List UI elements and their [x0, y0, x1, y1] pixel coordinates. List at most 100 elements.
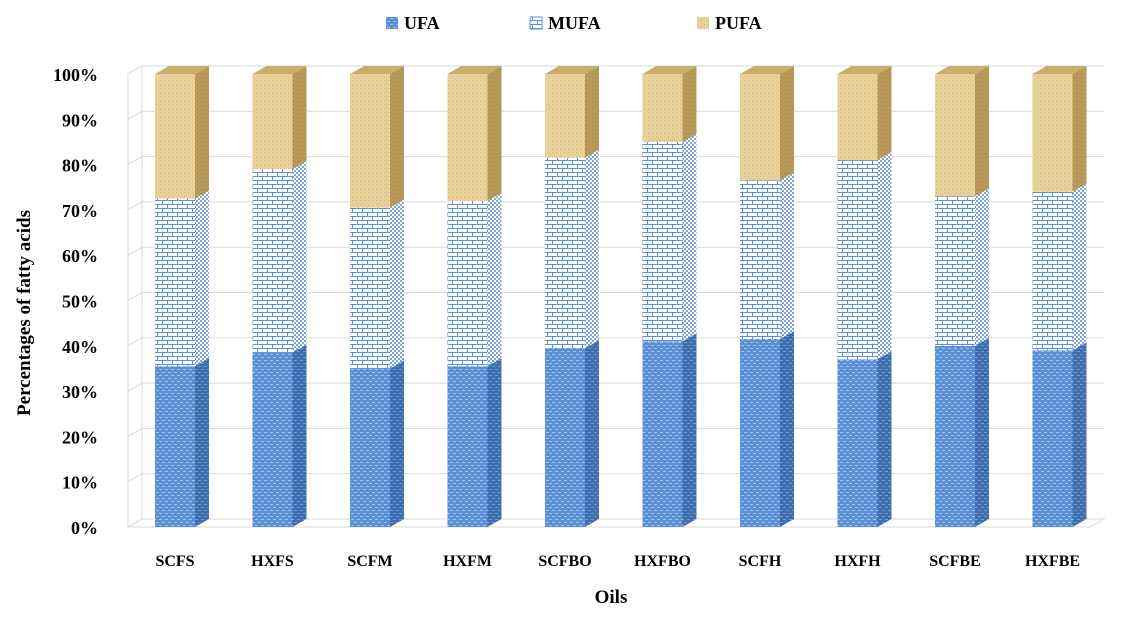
bar-ufa-scfs [155, 358, 209, 527]
bar-ufa-hxfbe [1032, 342, 1087, 527]
bar-ufa-scfh [740, 331, 794, 527]
bar-front-pufa [642, 74, 683, 142]
bar-side-ufa [195, 358, 209, 527]
bar-top-pufa [642, 66, 697, 74]
bar-front-mufa [350, 207, 390, 369]
bar-side-ufa [780, 331, 794, 527]
bar-pufa-hxfm [447, 66, 502, 201]
x-tick-label: HXFBO [634, 553, 691, 570]
bar-front-mufa [935, 196, 975, 346]
bar-front-mufa [642, 141, 683, 342]
bar-ufa-hxfm [447, 358, 502, 527]
bar-side-pufa [195, 66, 209, 199]
bar-ufa-hxfh [837, 351, 892, 527]
legend-swatch-mufa [529, 16, 543, 30]
bar-ufa-scfbo [545, 340, 599, 527]
x-tick-label: SCFH [739, 553, 782, 570]
bar-front-ufa [545, 348, 585, 527]
bar-mufa-scfm [350, 199, 404, 369]
bar-side-pufa [780, 66, 794, 181]
gridline-side [127, 65, 143, 75]
bar-front-pufa [252, 74, 293, 170]
y-tick-label: 30% [62, 382, 98, 402]
bar-pufa-scfbo [545, 66, 599, 158]
bar-side-ufa [1072, 342, 1087, 527]
bar-mufa-scfs [155, 190, 209, 367]
bar-side-mufa [487, 192, 502, 367]
bar-front-mufa [447, 200, 488, 367]
bar-mufa-hxfh [837, 152, 892, 360]
x-tick-label: SCFBE [929, 553, 981, 570]
legend-swatch-ufa [386, 17, 398, 29]
bar-side-pufa [877, 66, 892, 161]
bar-ufa-scfbe [935, 337, 989, 527]
bar-top-pufa [350, 66, 404, 74]
x-tick-label: SCFS [155, 553, 194, 570]
bar-front-pufa [155, 74, 195, 199]
y-tick-label: 90% [62, 110, 98, 130]
gridline-side [127, 473, 143, 483]
bar-top-pufa [1032, 66, 1087, 74]
y-tick-label: 10% [62, 473, 98, 493]
bar-side-ufa [682, 333, 697, 527]
bar-side-ufa [487, 358, 502, 527]
bar-side-mufa [682, 133, 697, 342]
gridline-side [127, 110, 143, 120]
gridline-side [127, 201, 143, 211]
bar-pufa-scfs [155, 66, 209, 199]
gridline-side [127, 156, 143, 166]
x-tick-label: HXFM [443, 553, 492, 570]
bar-pufa-hxfh [837, 66, 892, 161]
bar-side-ufa [877, 351, 892, 527]
y-tick-label: 20% [62, 427, 98, 447]
bars [155, 66, 1087, 527]
gridline-side [127, 337, 143, 347]
bar-ufa-scfm [350, 360, 404, 527]
bar-top-pufa [837, 66, 892, 74]
bar-side-pufa [390, 66, 404, 208]
x-tick-label: HXFBE [1025, 553, 1080, 570]
bar-front-mufa [740, 180, 780, 340]
bar-front-pufa [1032, 74, 1073, 192]
bar-mufa-hxfs [252, 161, 307, 353]
bar-top-pufa [545, 66, 599, 74]
bar-side-mufa [585, 149, 599, 349]
bar-pufa-hxfbo [642, 66, 697, 142]
bar-side-ufa [975, 337, 989, 527]
bar-pufa-scfbe [935, 66, 989, 197]
bar-side-pufa [585, 66, 599, 158]
bar-front-pufa [350, 74, 390, 208]
bar-ufa-hxfs [252, 344, 307, 527]
x-tick-label: HXFH [834, 553, 881, 570]
gridline-side [127, 292, 143, 301]
bar-front-mufa [252, 169, 293, 353]
bar-front-pufa [935, 74, 975, 197]
y-tick-label: 60% [62, 246, 98, 266]
y-axis-title: Percentages of fatty acids [14, 210, 35, 416]
gridline-side [127, 382, 143, 392]
bar-side-ufa [390, 360, 404, 527]
bar-mufa-hxfm [447, 192, 502, 367]
bar-mufa-scfbe [935, 188, 989, 346]
x-tick-label: SCFBO [538, 553, 591, 570]
bar-front-mufa [837, 160, 878, 360]
bar-side-pufa [682, 66, 697, 142]
bar-top-pufa [447, 66, 502, 74]
x-tick-label: HXFS [251, 553, 294, 570]
bar-front-pufa [447, 74, 488, 201]
bar-top-pufa [935, 66, 989, 74]
y-tick-label: 0% [71, 518, 98, 538]
bar-side-ufa [292, 344, 307, 527]
bar-side-mufa [780, 172, 794, 340]
bar-pufa-scfm [350, 66, 404, 208]
bar-front-mufa [545, 157, 585, 349]
y-axis-ticks: 0% 10% 20% 30% 40% 50% 60% 70% 80% 90% 100% [53, 65, 98, 538]
legend-label-pufa: PUFA [715, 13, 762, 33]
y-tick-label: 50% [62, 292, 98, 312]
bar-side-pufa [975, 66, 989, 197]
legend-label-mufa: MUFA [548, 13, 601, 33]
bar-front-pufa [545, 74, 585, 158]
bar-mufa-hxfbo [642, 133, 697, 342]
